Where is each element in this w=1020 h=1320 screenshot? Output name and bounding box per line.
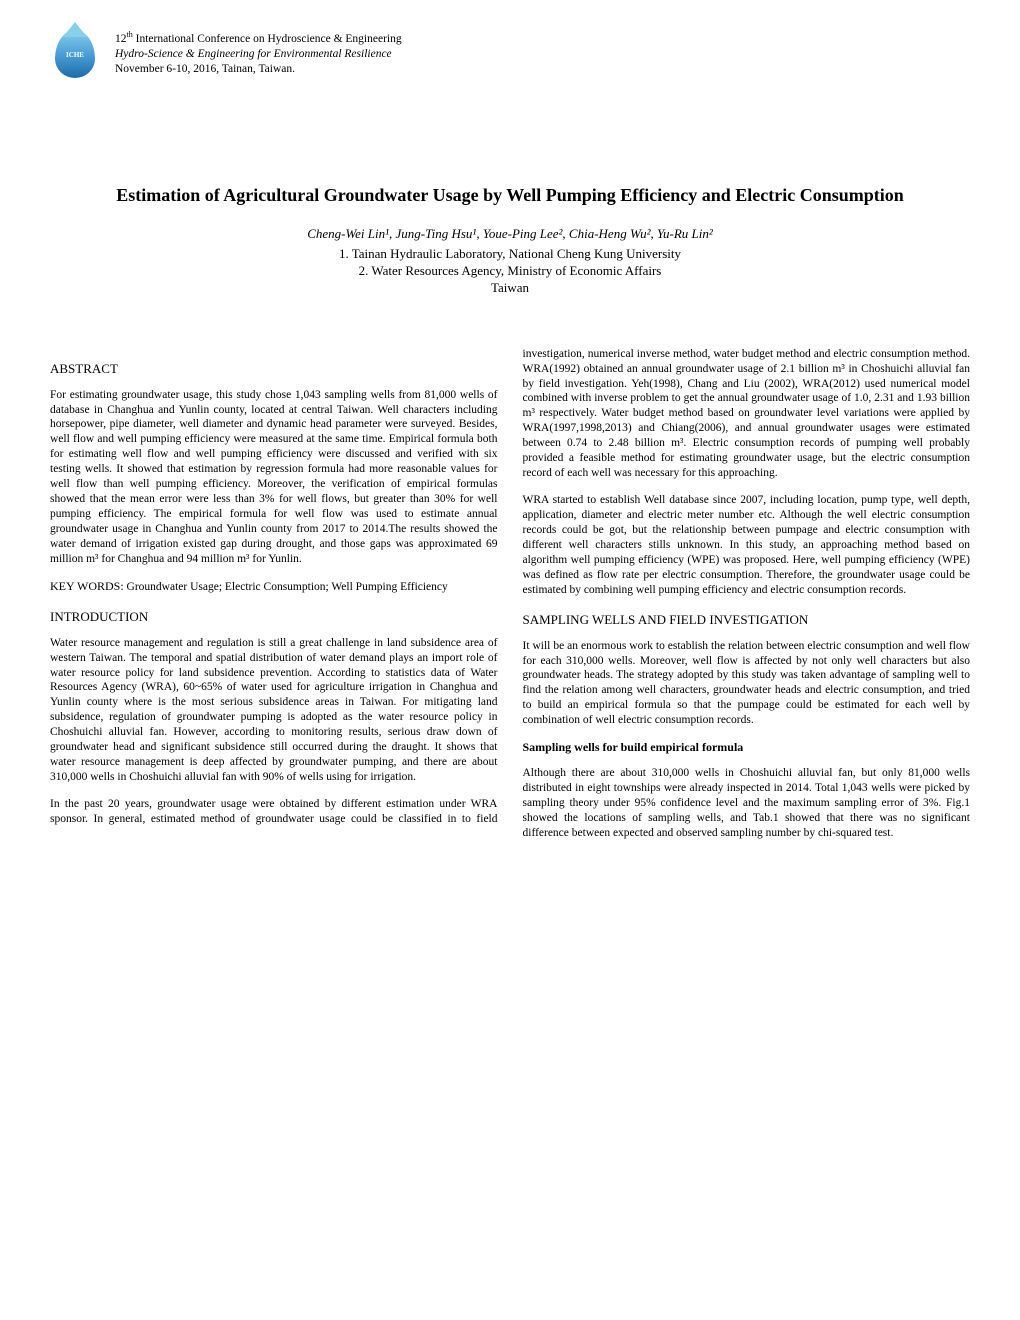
header-text-block: 12th International Conference on Hydrosc… <box>115 30 402 77</box>
document-header: ICHE 12th International Conference on Hy… <box>50 30 970 85</box>
abstract-text: For estimating groundwater usage, this s… <box>50 388 498 567</box>
sampling-heading: SAMPLING WELLS AND FIELD INVESTIGATION <box>523 612 971 629</box>
introduction-heading: INTRODUCTION <box>50 609 498 626</box>
conference-date: November 6-10, 2016, Tainan, Taiwan. <box>115 62 402 77</box>
authors-line: Cheng-Wei Lin¹, Jung-Ting Hsu¹, Youe-Pin… <box>50 226 970 242</box>
keywords-text: Groundwater Usage; Electric Consumption;… <box>124 581 448 593</box>
sampling-sub-heading: Sampling wells for build empirical formu… <box>523 740 971 756</box>
abstract-heading: ABSTRACT <box>50 361 498 378</box>
conference-subtitle: Hydro-Science & Engineering for Environm… <box>115 47 402 62</box>
affiliation-1: 1. Tainan Hydraulic Laboratory, National… <box>50 246 970 263</box>
intro-paragraph-1: Water resource management and regulation… <box>50 636 498 785</box>
affiliation-country: Taiwan <box>50 280 970 297</box>
logo-text: ICHE <box>66 52 84 59</box>
intro-paragraph-3: WRA started to establish Well database s… <box>523 493 971 598</box>
sampling-paragraph-2: Although there are about 310,000 wells i… <box>523 766 971 841</box>
logo-droplet-icon: ICHE <box>55 30 95 78</box>
conference-name: 12th International Conference on Hydrosc… <box>115 30 402 47</box>
affiliation-2: 2. Water Resources Agency, Ministry of E… <box>50 263 970 280</box>
paper-title: Estimation of Agricultural Groundwater U… <box>50 185 970 206</box>
body-columns: ABSTRACT For estimating groundwater usag… <box>50 347 970 841</box>
conference-logo: ICHE <box>50 30 100 85</box>
keywords-block: KEY WORDS: Groundwater Usage; Electric C… <box>50 579 498 595</box>
keywords-label: KEY WORDS: <box>50 579 124 593</box>
sampling-paragraph-1: It will be an enormous work to establish… <box>523 639 971 729</box>
